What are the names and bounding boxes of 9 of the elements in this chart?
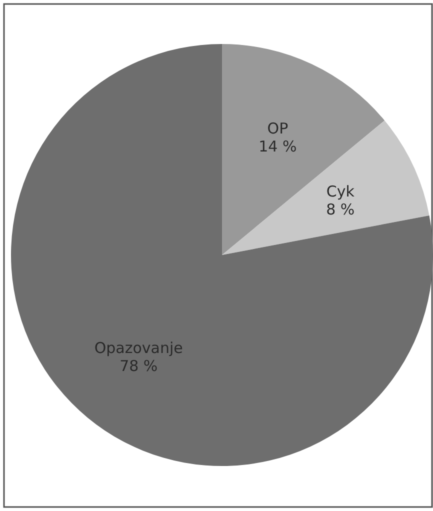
data-label: 78 %: [120, 356, 158, 375]
data-label: 14 %: [258, 138, 297, 156]
slice-label: Cyk: [326, 182, 355, 200]
data-label: 8 %: [326, 200, 355, 218]
pie-slice: [11, 44, 433, 466]
pie-slice: [222, 120, 430, 255]
slice-label: OP: [267, 120, 288, 138]
pie-slice: [222, 44, 385, 255]
slice-label: Opazovanje: [94, 338, 183, 357]
